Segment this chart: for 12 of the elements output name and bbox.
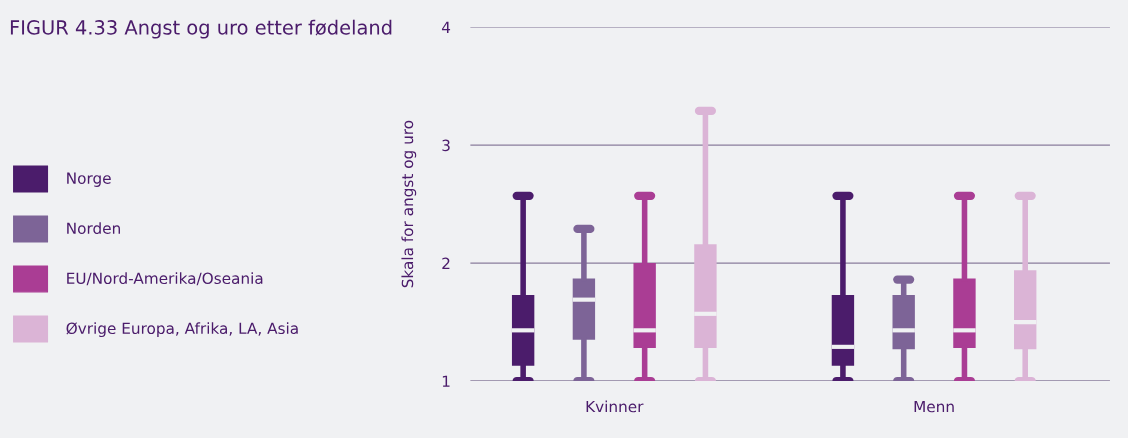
y-tick-label: 4 [441,21,451,33]
y-tick-label: 3 [442,139,450,152]
y-tick-label: 2 [442,257,450,269]
y-axis-title: Skala for angst og uro [401,120,417,288]
text: FIGUR 4.33 Angst og uro etter fødeland [10,19,392,39]
y-tick-label: 1 [442,375,450,387]
x-tick-label: Menn [914,400,954,413]
legend-label: EU/Nord-Amerika/Oseania [67,272,263,286]
legend-label: Norge [67,172,111,187]
legend-label: Norden [67,222,120,235]
x-tick-label: Kvinner [586,400,644,413]
legend-label: Øvrige Europa, Afrika, LA, Asia [66,322,298,338]
